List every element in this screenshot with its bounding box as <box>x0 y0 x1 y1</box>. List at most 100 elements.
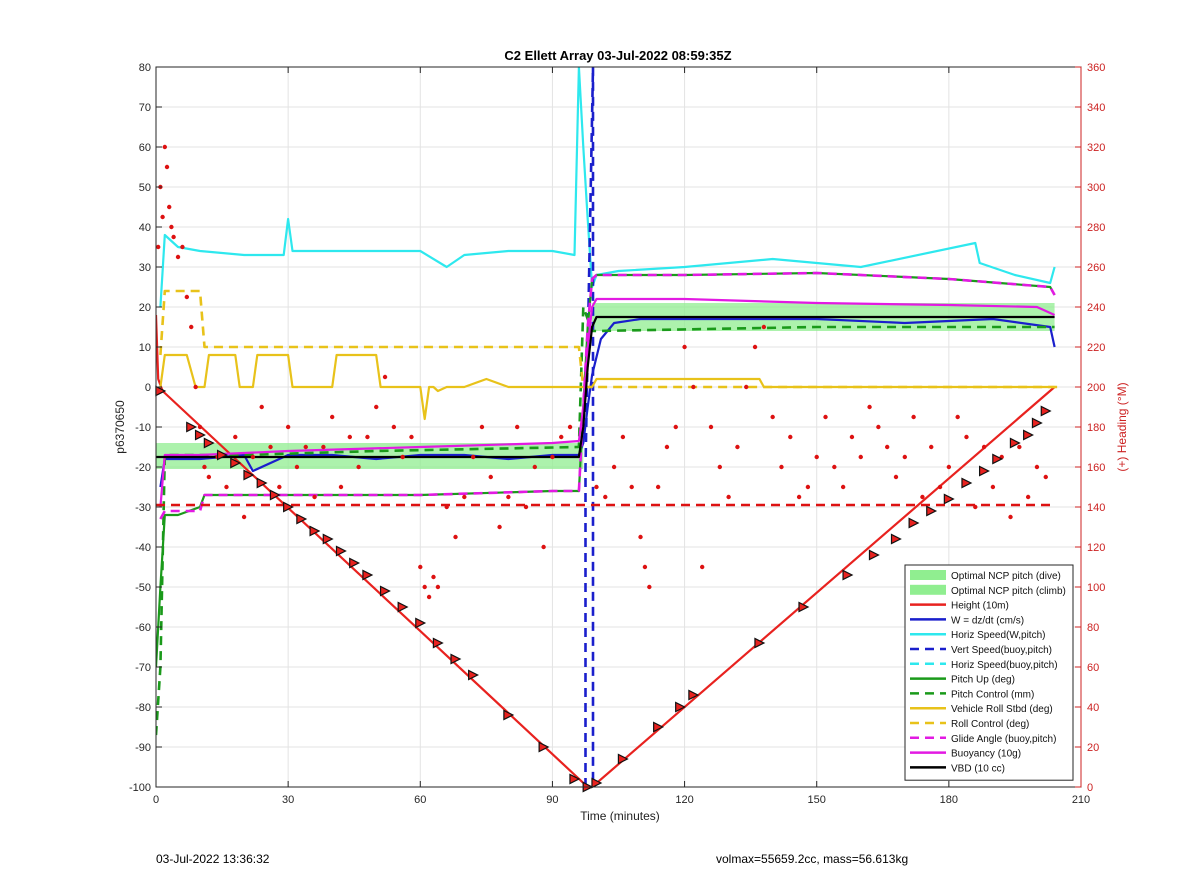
heading-point <box>884 444 890 450</box>
profile-marker <box>432 637 444 649</box>
heading-point <box>911 414 916 420</box>
heading-point <box>823 414 828 420</box>
profile-marker <box>675 701 687 713</box>
y-tick-label: 80 <box>139 62 151 74</box>
y2-tick-label: 300 <box>1087 182 1105 194</box>
x-tick-label: 180 <box>940 794 958 806</box>
profile-marker <box>617 753 629 765</box>
y-tick-label: -50 <box>135 582 151 594</box>
heading-point <box>197 424 203 430</box>
heading-point <box>655 484 661 490</box>
heading-point <box>1025 494 1031 500</box>
heading-point <box>409 434 414 440</box>
heading-point <box>726 494 731 500</box>
y-tick-label: -30 <box>135 502 151 514</box>
heading-point <box>840 484 846 490</box>
heading-point <box>250 454 256 460</box>
y-tick-label: 60 <box>139 142 151 154</box>
heading-point <box>162 144 168 150</box>
heading-point <box>990 484 996 490</box>
legend-label: Vehicle Roll Stbd (deg) <box>951 704 1053 715</box>
heading-point <box>422 584 427 590</box>
heading-point <box>329 414 335 420</box>
y-tick-label: -40 <box>135 542 151 554</box>
series-line <box>156 315 1055 459</box>
heading-point <box>858 454 863 460</box>
heading-point <box>603 494 608 500</box>
legend-label: Pitch Control (mm) <box>951 689 1034 700</box>
profile-marker <box>798 601 810 613</box>
profile-marker <box>230 457 242 469</box>
profile-marker <box>194 429 206 441</box>
heading-point <box>277 484 282 490</box>
heading-point <box>550 454 555 460</box>
profile-marker <box>1023 429 1034 441</box>
heading-point <box>400 454 405 460</box>
legend-label: Horiz Speed(buoy,pitch) <box>951 660 1058 671</box>
legend-box <box>904 564 1074 781</box>
heading-point <box>164 164 170 170</box>
y-tick-label: -10 <box>135 422 151 434</box>
heading-point <box>169 224 174 230</box>
x-axis-label: Time (minutes) <box>580 809 660 823</box>
y-tick-label: 40 <box>139 222 151 234</box>
right-axis-label: (+) Heading (°M) <box>1115 382 1129 471</box>
profile-marker <box>1040 405 1052 417</box>
footer-timestamp: 03-Jul-2022 13:36:32 <box>156 852 270 866</box>
heading-point <box>752 344 758 350</box>
heading-point <box>294 464 300 470</box>
heading-point <box>946 464 952 470</box>
x-tick-label: 210 <box>1072 794 1090 806</box>
y2-tick-label: 120 <box>1087 542 1105 554</box>
heading-point <box>620 434 626 440</box>
profile-marker <box>591 777 603 789</box>
heading-point <box>973 504 978 510</box>
heading-point <box>920 494 925 500</box>
heading-point <box>770 414 775 420</box>
heading-point <box>673 424 678 430</box>
heading-point <box>382 374 388 380</box>
profile-marker <box>569 773 581 785</box>
heading-point <box>523 504 529 510</box>
heading-point <box>184 294 190 300</box>
heading-point <box>964 434 969 440</box>
profile-marker <box>203 437 215 449</box>
heading-point <box>470 454 476 460</box>
heading-point <box>788 434 793 440</box>
profile-marker <box>362 569 374 581</box>
heading-point <box>559 434 564 440</box>
heading-point <box>779 464 784 470</box>
heading-point <box>1008 514 1013 520</box>
profile-marker <box>1031 417 1043 429</box>
y2-tick-label: 220 <box>1087 342 1105 354</box>
y2-tick-label: 40 <box>1087 702 1099 714</box>
profile-marker <box>992 453 1004 465</box>
heading-point <box>180 244 185 250</box>
y-tick-label: -70 <box>135 662 151 674</box>
series-line <box>156 305 1055 736</box>
heading-point <box>805 484 811 490</box>
series-line <box>159 353 1055 421</box>
legend-label: Pitch Up (deg) <box>951 675 1015 686</box>
legend: Optimal NCP pitch (dive) Optimal NCP pitc… <box>904 564 1074 781</box>
heading-point <box>1034 464 1040 470</box>
heading-point <box>356 464 361 470</box>
heading-point <box>699 564 705 570</box>
legend-label: Optimal NCP pitch (climb) <box>951 586 1066 597</box>
heading-point <box>567 424 573 430</box>
profile-marker <box>868 549 880 561</box>
y2-tick-label: 200 <box>1087 382 1105 394</box>
heading-point <box>259 404 264 410</box>
y2-tick-label: 280 <box>1087 222 1105 234</box>
profile-marker <box>322 533 334 545</box>
y2-tick-label: 160 <box>1087 462 1105 474</box>
y2-tick-label: 240 <box>1087 302 1105 314</box>
heading-point <box>462 494 467 500</box>
heading-point <box>814 454 819 460</box>
y-tick-label: 10 <box>139 342 151 354</box>
heading-point <box>303 444 308 450</box>
series-line <box>156 314 1056 787</box>
profile-marker <box>415 617 427 629</box>
heading-point <box>202 464 207 470</box>
heading-point <box>1017 444 1022 450</box>
